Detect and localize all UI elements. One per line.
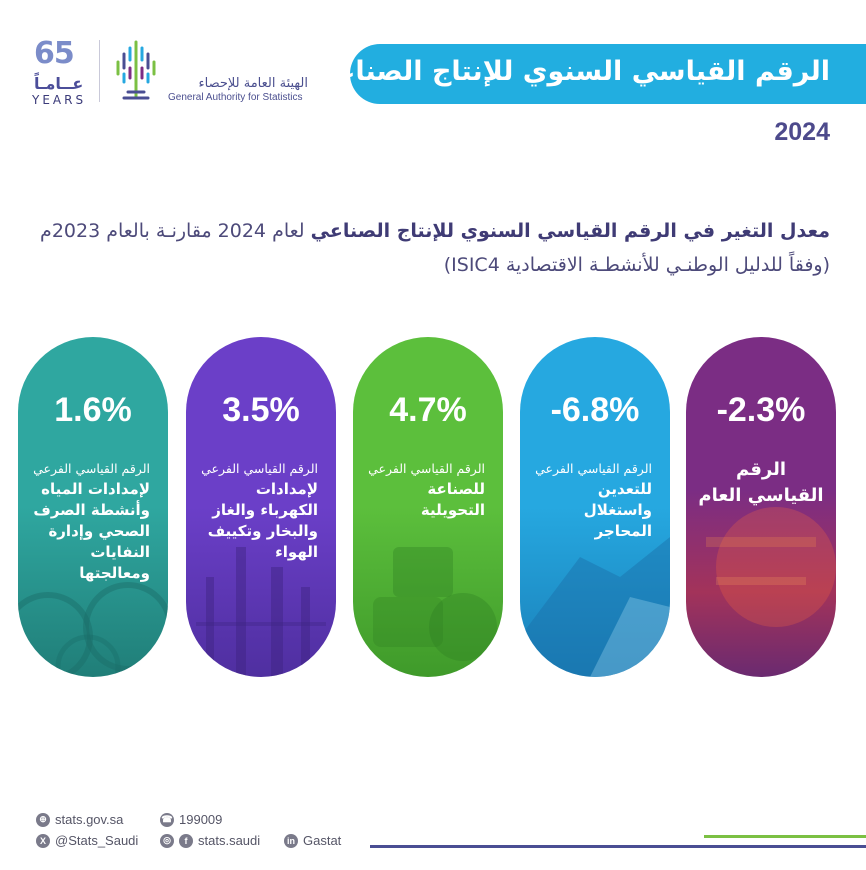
card-background (686, 337, 836, 677)
title-banner: الرقم القياسي السنوي للإنتاج الصناعي (310, 44, 866, 104)
org-name-ar: الهيئة العامة للإحصاء (198, 76, 308, 91)
card-value: 3.5% (222, 391, 300, 429)
footer-linkedin[interactable]: in Gastat (284, 833, 341, 848)
facebook-icon: f (179, 833, 193, 848)
social-text: stats.saudi (198, 833, 261, 848)
card-sublabel: الرقم القياسي الفرعي (201, 461, 318, 476)
card-background (353, 337, 503, 677)
card-general-index: -2.3% الرقم القياسي العام (686, 337, 836, 677)
anniversary-number: 65 (34, 36, 75, 71)
logo-divider (99, 40, 100, 102)
anniversary-ar-text: عــامـاً (34, 74, 84, 93)
globe-icon: ⊕ (36, 812, 50, 827)
card-electricity: 3.5% الرقم القياسي الفرعي لإمدادات الكهر… (186, 337, 336, 677)
card-sublabel: الرقم القياسي الفرعي (33, 461, 150, 476)
card-label: لإمدادات المياه وأنشطة الصرف الصحي وإدار… (33, 480, 150, 582)
card-value: 1.6% (54, 391, 132, 429)
subtitle-bold: معدل التغير في الرقم القياسي السنوي للإن… (310, 220, 830, 242)
card-value: -2.3% (716, 391, 806, 429)
card-label: لإمدادات الكهرباء والغاز والبخار وتكييف … (207, 480, 318, 561)
card-sublabel: الرقم القياسي الفرعي (368, 461, 485, 476)
card-mining: -6.8% الرقم القياسي الفرعي للتعدين واستغ… (520, 337, 670, 677)
x-icon: X (36, 833, 50, 848)
website-text: stats.gov.sa (55, 812, 124, 827)
phone-icon: ☎ (160, 812, 174, 827)
footer-twitter[interactable]: X @Stats_Saudi (36, 833, 138, 848)
footer-accent-line-green (704, 835, 866, 838)
footer-phone[interactable]: ☎ 199009 (160, 812, 222, 827)
page-title: الرقم القياسي السنوي للإنتاج الصناعي (309, 56, 830, 87)
gastat-emblem-icon (116, 40, 156, 100)
linkedin-icon: in (284, 833, 298, 848)
card-value: 4.7% (389, 391, 467, 429)
twitter-text: @Stats_Saudi (55, 833, 139, 848)
anniversary-en-text: YEARS (32, 93, 87, 107)
card-sublabel: الرقم القياسي الفرعي (535, 461, 652, 476)
card-label: للتعدين واستغلال المحاجر (583, 480, 652, 540)
subtitle-line-1: معدل التغير في الرقم القياسي السنوي للإن… (10, 214, 830, 248)
page-year: 2024 (774, 118, 830, 146)
card-value: -6.8% (550, 391, 640, 429)
footer-social[interactable]: ◎ f stats.saudi (160, 833, 260, 848)
phone-text: 199009 (179, 812, 223, 827)
org-name-en: General Authority for Statistics (168, 92, 303, 103)
instagram-icon: ◎ (160, 833, 174, 848)
anniversary-logo: 65 عــامـاً YEARS (30, 36, 90, 107)
card-water: 1.6% الرقم القياسي الفرعي لإمدادات الميا… (18, 337, 168, 677)
footer-website[interactable]: ⊕ stats.gov.sa (36, 812, 123, 827)
linkedin-text: Gastat (303, 833, 342, 848)
card-label: الرقم القياسي العام (698, 459, 824, 506)
gastat-logo: الهيئة العامة للإحصاء General Authority … (112, 38, 312, 108)
footer: ⊕ stats.gov.sa ☎ 199009 X @Stats_Saudi ◎… (36, 812, 366, 852)
footer-accent-line-navy (370, 845, 866, 848)
subtitle-line-2: (وفقاً للدليل الوطنـي للأنشطـة الاقتصادي… (443, 254, 830, 276)
card-background (520, 337, 670, 677)
card-background (186, 337, 336, 677)
card-manufacturing: 4.7% الرقم القياسي الفرعي للصناعة التحوي… (353, 337, 503, 677)
card-background (18, 337, 168, 677)
subtitle-rest: لعام 2024 مقارنـة بالعام 2023م (40, 220, 305, 242)
card-label: للصناعة التحويلية (420, 480, 485, 519)
subtitle: معدل التغير في الرقم القياسي السنوي للإن… (10, 214, 830, 282)
